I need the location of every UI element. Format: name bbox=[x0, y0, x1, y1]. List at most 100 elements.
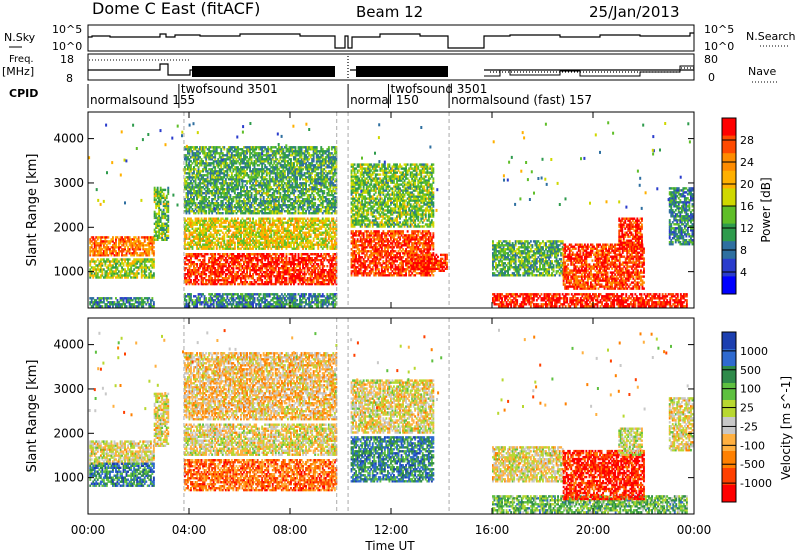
heatmap-cell bbox=[134, 262, 137, 265]
heatmap-cell bbox=[151, 238, 154, 241]
heatmap-cell bbox=[214, 269, 217, 272]
heatmap-cell bbox=[116, 301, 119, 304]
heatmap-cell bbox=[193, 156, 195, 159]
heatmap-cell bbox=[230, 160, 233, 163]
heatmap-cell bbox=[105, 258, 108, 261]
heatmap-cell bbox=[137, 240, 140, 243]
heatmap-cell bbox=[259, 196, 262, 199]
heatmap-cell bbox=[227, 152, 230, 155]
heatmap-cell bbox=[274, 184, 277, 187]
heatmap-cell bbox=[196, 281, 198, 284]
heatmap-cell bbox=[230, 279, 233, 282]
heatmap-cell bbox=[247, 194, 250, 197]
heatmap-cell bbox=[276, 212, 279, 215]
heatmap-cell bbox=[300, 261, 303, 264]
heatmap-cell bbox=[252, 198, 254, 201]
heatmap-cell bbox=[197, 150, 200, 153]
heatmap-cell bbox=[287, 243, 289, 246]
heatmap-cell bbox=[329, 257, 332, 260]
heatmap-cell bbox=[118, 240, 120, 243]
heatmap-cell bbox=[194, 206, 197, 209]
heatmap-cell bbox=[161, 236, 164, 239]
heatmap-cell bbox=[271, 245, 274, 248]
heatmap-cell bbox=[268, 178, 271, 181]
heatmap-cell bbox=[312, 271, 315, 274]
heatmap-cell bbox=[208, 225, 211, 228]
heatmap-cell bbox=[191, 154, 194, 157]
heatmap-cell bbox=[148, 303, 151, 306]
heatmap-cell bbox=[270, 263, 273, 266]
heatmap-cell bbox=[221, 231, 224, 234]
heatmap-cell bbox=[246, 263, 248, 266]
heatmap-cell bbox=[211, 259, 214, 262]
heatmap-cell bbox=[246, 198, 248, 201]
heatmap-cell bbox=[288, 237, 291, 240]
heatmap-cell bbox=[274, 245, 277, 248]
heatmap-cell bbox=[151, 276, 154, 279]
heatmap-cell bbox=[259, 241, 262, 244]
heatmap-cell bbox=[238, 182, 241, 185]
heatmap-cell bbox=[89, 274, 92, 277]
heatmap-cell bbox=[183, 204, 186, 207]
heatmap-cell bbox=[227, 178, 230, 181]
heatmap-cell bbox=[218, 225, 221, 228]
heatmap-cell bbox=[279, 158, 282, 161]
heatmap-cell bbox=[276, 277, 279, 280]
heatmap-cell bbox=[193, 223, 195, 226]
heatmap-cell bbox=[209, 279, 212, 282]
heatmap-cell bbox=[264, 265, 267, 268]
heatmap-cell bbox=[226, 282, 229, 286]
heatmap-cell bbox=[164, 216, 167, 220]
heatmap-cell bbox=[191, 202, 194, 205]
heatmap-cell bbox=[226, 154, 229, 157]
heatmap-cell bbox=[221, 269, 224, 272]
heatmap-cell bbox=[167, 218, 170, 221]
heatmap-cell bbox=[202, 269, 204, 272]
heatmap-cell bbox=[308, 239, 311, 242]
heatmap-cell bbox=[224, 269, 227, 272]
heatmap-cell bbox=[244, 235, 247, 238]
heatmap-cell bbox=[259, 259, 262, 262]
heatmap-cell bbox=[188, 178, 191, 181]
heatmap-cell bbox=[285, 210, 288, 213]
heatmap-cell bbox=[218, 190, 221, 193]
heatmap-cell bbox=[243, 152, 245, 155]
heatmap-cell bbox=[165, 222, 168, 225]
heatmap-cell bbox=[206, 174, 209, 177]
heatmap-cell bbox=[233, 160, 236, 163]
heatmap-cell bbox=[215, 245, 218, 248]
heatmap-cell bbox=[255, 263, 258, 266]
heatmap-cell bbox=[282, 263, 285, 266]
heatmap-cell bbox=[247, 267, 250, 270]
heatmap-cell bbox=[203, 156, 206, 159]
heatmap-cell bbox=[229, 202, 232, 205]
heatmap-cell bbox=[104, 303, 107, 306]
heatmap-cell bbox=[194, 279, 197, 282]
heatmap-cell bbox=[232, 188, 235, 191]
heatmap-cell bbox=[218, 265, 221, 268]
heatmap-cell bbox=[240, 227, 242, 230]
heatmap-cell bbox=[211, 150, 214, 153]
heatmap-cell bbox=[264, 158, 267, 161]
heatmap-cell bbox=[211, 170, 214, 173]
heatmap-cell bbox=[221, 202, 224, 205]
heatmap-cell bbox=[258, 277, 261, 280]
heatmap-cell bbox=[335, 282, 338, 286]
heatmap-cell bbox=[332, 273, 335, 276]
heatmap-cell bbox=[330, 275, 333, 278]
heatmap-cell bbox=[277, 277, 280, 280]
heatmap-cell bbox=[214, 225, 217, 228]
heatmap-cell bbox=[276, 158, 279, 161]
heatmap-cell bbox=[227, 166, 230, 169]
heatmap-cell bbox=[243, 235, 245, 238]
heatmap-cell bbox=[329, 225, 332, 228]
heatmap-cell bbox=[229, 212, 232, 215]
heatmap-cell bbox=[218, 164, 221, 167]
heatmap-cell bbox=[185, 253, 188, 256]
heatmap-cell bbox=[214, 257, 217, 260]
heatmap-cell bbox=[314, 259, 317, 262]
heatmap-cell bbox=[197, 190, 200, 193]
heatmap-cell bbox=[105, 303, 108, 306]
nsky-tick-bottom: 10^0 bbox=[52, 40, 82, 53]
heatmap-cell bbox=[203, 263, 206, 266]
